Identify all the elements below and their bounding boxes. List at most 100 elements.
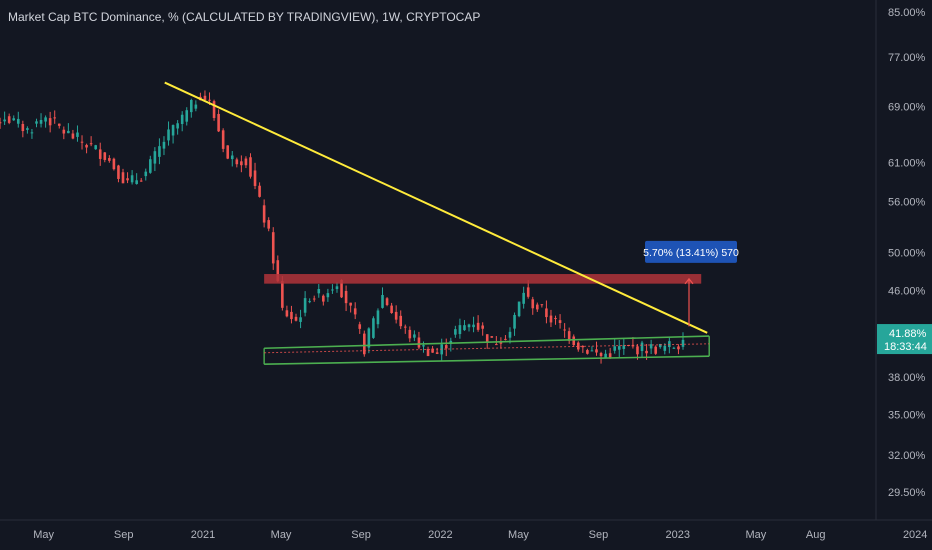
candle — [476, 322, 480, 330]
candle — [499, 341, 503, 344]
candles-layer — [0, 90, 685, 364]
price-tick-label: 69.00% — [888, 102, 926, 114]
trendline — [164, 81, 708, 334]
candle — [472, 324, 475, 328]
candle — [358, 324, 362, 329]
price-tick-label: 77.00% — [888, 52, 926, 64]
candle — [212, 101, 216, 118]
candle — [340, 279, 343, 298]
candle — [167, 129, 170, 141]
candle — [285, 310, 289, 317]
candle — [294, 316, 298, 321]
time-tick-label: 2024 — [903, 529, 927, 541]
candle — [467, 324, 471, 328]
candle — [381, 295, 384, 308]
time-axis[interactable]: May Sep 2021 May Sep 2022 May Sep 2023 May Aug 2024 — [33, 529, 927, 541]
candle — [422, 345, 425, 347]
candle — [44, 117, 47, 122]
candle — [176, 123, 179, 129]
candle — [208, 99, 211, 101]
candle — [654, 346, 657, 354]
candle — [335, 286, 339, 290]
candle — [153, 151, 157, 164]
candle — [363, 333, 366, 355]
last-price-value: 41.88% — [889, 328, 927, 340]
price-tick-label: 61.00% — [888, 157, 926, 169]
candle — [185, 110, 189, 122]
candle — [7, 116, 11, 123]
candle — [89, 143, 93, 145]
candle — [504, 338, 507, 340]
candle — [85, 144, 88, 148]
time-tick-label: May — [271, 529, 292, 541]
candle — [162, 141, 166, 149]
resistance-zone — [264, 274, 702, 284]
candle — [540, 304, 544, 306]
candle — [326, 293, 330, 298]
candle — [372, 318, 375, 338]
candle — [608, 353, 612, 358]
candle — [376, 310, 380, 325]
candle — [322, 295, 325, 302]
price-axis[interactable]: 85.00% 77.00% 69.00% 61.00% 56.00% 50.00% 46.0… — [888, 7, 926, 499]
candle — [640, 342, 644, 352]
candle — [508, 331, 512, 338]
candle — [276, 260, 280, 282]
candle — [490, 336, 494, 338]
candle — [554, 318, 557, 320]
candle — [0, 122, 2, 124]
candle — [408, 329, 412, 339]
candle — [48, 118, 52, 126]
bar-countdown: 18:33:44 — [884, 341, 927, 353]
candle — [399, 315, 403, 327]
last-price-label: 41.88%18:33:44 — [877, 324, 932, 355]
candle — [303, 298, 307, 313]
candle — [576, 342, 580, 350]
measure-arrow-head — [684, 277, 694, 285]
candle — [586, 350, 589, 354]
candle — [189, 99, 193, 113]
candle — [194, 104, 198, 109]
candle — [299, 317, 302, 322]
candle — [130, 175, 134, 183]
candle — [394, 311, 398, 320]
candle — [549, 315, 553, 323]
candle — [567, 331, 571, 341]
candle — [617, 346, 621, 350]
candle — [636, 346, 639, 355]
candle — [94, 145, 97, 150]
candle — [545, 308, 548, 318]
candle — [677, 346, 680, 350]
candle — [217, 113, 220, 132]
candle — [454, 329, 457, 335]
candle — [658, 343, 662, 348]
candle — [481, 325, 484, 329]
time-tick-label: Sep — [114, 529, 134, 541]
price-tick-label: 29.50% — [888, 487, 926, 499]
candle — [112, 158, 116, 170]
candle — [149, 159, 152, 173]
candle — [30, 132, 34, 134]
candle — [253, 170, 257, 186]
candle — [235, 159, 239, 165]
time-tick-label: 2023 — [666, 529, 690, 541]
candle — [135, 180, 138, 184]
candle — [495, 344, 498, 346]
candle — [144, 171, 148, 177]
candle — [12, 118, 16, 121]
candle — [240, 161, 243, 166]
candle — [485, 334, 489, 343]
candle — [531, 299, 535, 309]
support-line-lower — [264, 355, 710, 366]
candle — [158, 146, 161, 157]
candle — [267, 220, 270, 229]
candle — [244, 158, 248, 166]
candle — [249, 157, 252, 177]
time-tick-label: May — [33, 529, 54, 541]
candle — [431, 348, 434, 353]
candle — [668, 341, 671, 348]
candle — [39, 119, 43, 124]
candle — [80, 141, 84, 143]
time-tick-label: 2022 — [428, 529, 452, 541]
